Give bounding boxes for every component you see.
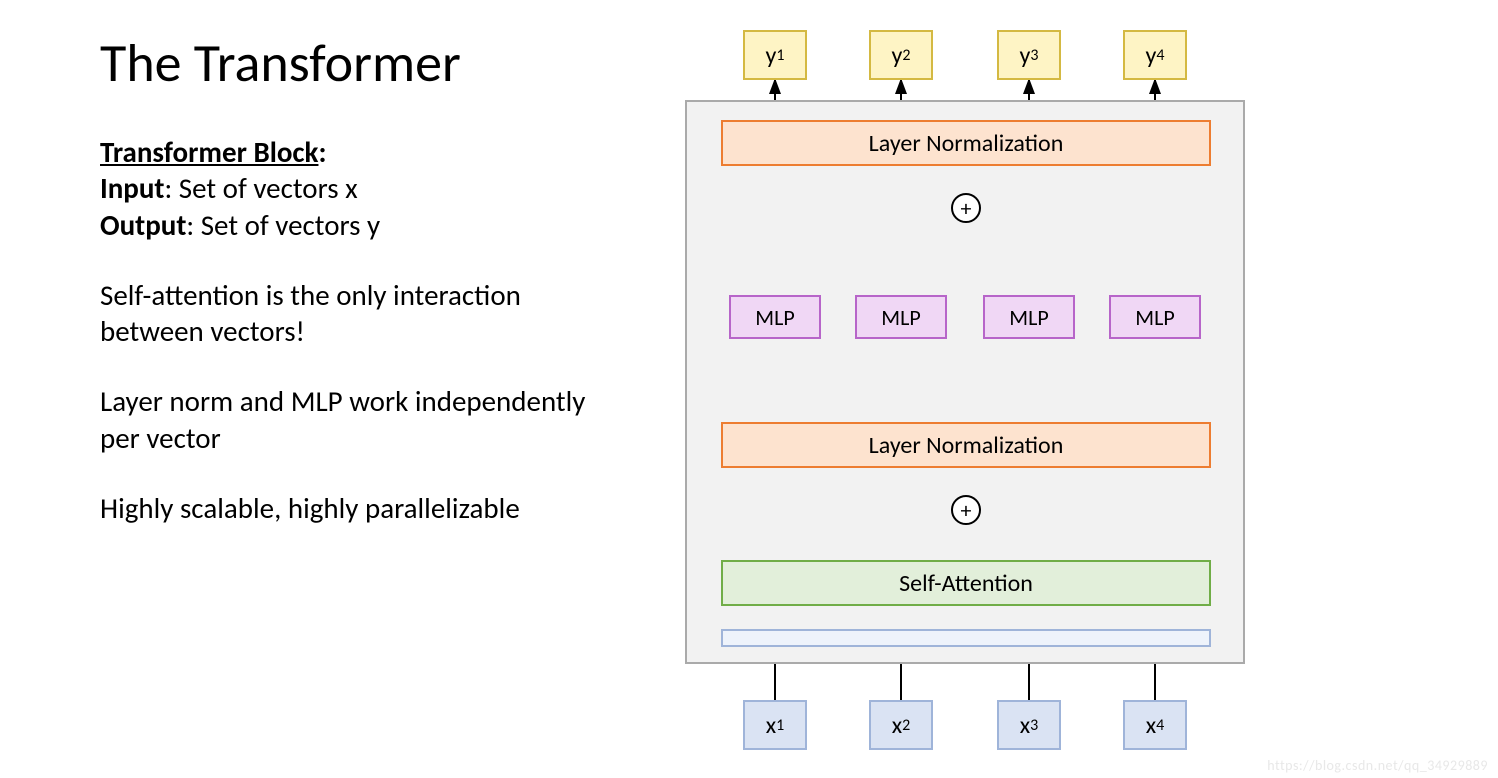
watermark: https://blog.csdn.net/qq_34929889 — [1267, 757, 1488, 774]
output-y2: y2 — [869, 30, 933, 80]
mlp-4: MLP — [1109, 295, 1201, 339]
mlp-1: MLP — [729, 295, 821, 339]
body-text: Transformer Block: Input: Set of vectors… — [100, 134, 615, 526]
mlp-2: MLP — [855, 295, 947, 339]
paragraph-2: Layer norm and MLP work independently pe… — [100, 383, 615, 456]
layer-norm-top: Layer Normalization — [721, 120, 1211, 166]
output-y4: y4 — [1123, 30, 1187, 80]
residual-add-bottom: + — [951, 495, 981, 525]
input-x3: x3 — [997, 700, 1061, 750]
mlp-3: MLP — [983, 295, 1075, 339]
residual-add-top: + — [951, 193, 981, 223]
paragraph-3: Highly scalable, highly parallelizable — [100, 490, 615, 526]
output-label: Output — [100, 207, 186, 243]
input-label: Input — [100, 170, 164, 206]
input-rest: : Set of vectors x — [164, 170, 357, 206]
left-column: The Transformer Transformer Block: Input… — [0, 0, 655, 778]
input-x1: x1 — [743, 700, 807, 750]
self-attention: Self-Attention — [721, 560, 1211, 606]
output-rest: : Set of vectors y — [186, 207, 380, 243]
block-heading: Transformer Block — [100, 134, 318, 170]
right-column: y1 y2 y3 y4 x1 x2 x3 x4 Layer Normalization MLP ML… — [655, 0, 1498, 778]
slide-title: The Transformer — [100, 30, 615, 96]
output-y3: y3 — [997, 30, 1061, 80]
paragraph-1: Self-attention is the only interaction b… — [100, 277, 615, 350]
output-y1: y1 — [743, 30, 807, 80]
block-definition: Transformer Block: Input: Set of vectors… — [100, 134, 615, 243]
input-x4: x4 — [1123, 700, 1187, 750]
slide: The Transformer Transformer Block: Input… — [0, 0, 1498, 778]
input-x2: x2 — [869, 700, 933, 750]
layer-norm-bottom: Layer Normalization — [721, 422, 1211, 468]
transformer-diagram: y1 y2 y3 y4 x1 x2 x3 x4 Layer Normalization MLP ML… — [655, 20, 1355, 760]
input-bar — [721, 629, 1211, 647]
colon: : — [318, 134, 326, 170]
